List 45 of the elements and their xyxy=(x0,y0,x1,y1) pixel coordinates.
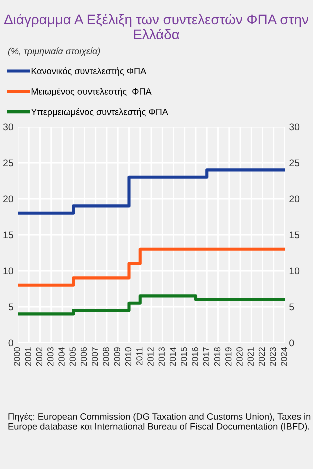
y-tick-label: 30 xyxy=(3,124,14,131)
x-tick-label: 2007 xyxy=(92,348,98,366)
chart-subtitle: (%, τριμηνιαία στοιχεία) xyxy=(8,48,100,56)
y2-tick-label: 5 xyxy=(290,304,294,311)
x-tick-label: 2005 xyxy=(70,348,76,366)
x-tick-label: 2004 xyxy=(58,347,65,366)
y-tick-label: 25 xyxy=(4,160,14,167)
y-tick-label: 20 xyxy=(4,196,14,203)
y-tick-label: 10 xyxy=(4,268,14,275)
y2-tick-label: 15 xyxy=(290,232,300,239)
y2-tick-label: 0 xyxy=(290,340,294,347)
y-tick-label: 0 xyxy=(8,340,14,347)
x-tick-label: 2020 xyxy=(236,348,243,366)
x-tick-label: 2018 xyxy=(214,348,221,366)
x-tick-label: 2006 xyxy=(80,348,88,366)
x-tick-label: 2015 xyxy=(181,348,188,366)
x-tick-label: 2019 xyxy=(226,348,232,366)
x-tick-label: 2011 xyxy=(136,348,143,366)
x-tick-label: 2021 xyxy=(248,348,254,366)
x-tick-label: 2014 xyxy=(170,347,176,366)
x-tick-label: 2017 xyxy=(203,348,210,366)
legend-label: Μειωμένος συντελεστής ΦΠΑ xyxy=(32,88,152,97)
x-tick-label: 2023 xyxy=(270,348,276,366)
x-tick-label: 2012 xyxy=(148,348,154,366)
x-tick-label: 2022 xyxy=(258,348,266,366)
y2-tick-label: 20 xyxy=(290,196,300,203)
y2-tick-label: 30 xyxy=(290,124,300,131)
y-tick-label: 5 xyxy=(8,304,14,311)
chart-title: Διάγραμμα Α Εξέλιξη των συντελεστών ΦΠΑ στην Ελλάδα xyxy=(4,14,308,40)
text: Πηγές: European Commission (DG Taxation and Customs Union), Taxes in Europe database και International Bureau of Fiscal Documentation (IBFD). xyxy=(8,413,311,432)
x-tick-label: 2024 xyxy=(281,347,288,366)
legend-label: Κανονικός συντελεστής ΦΠΑ xyxy=(32,68,147,76)
x-tick-label: 2016 xyxy=(192,348,198,366)
x-tick-label: 2002 xyxy=(36,348,43,366)
y-tick-label: 15 xyxy=(4,232,14,239)
x-tick-label: 2003 xyxy=(48,348,54,366)
x-tick-label: 2001 xyxy=(25,348,32,366)
x-tick-label: 2009 xyxy=(114,348,120,366)
x-tick-label: 2013 xyxy=(158,348,165,366)
legend-label: Υπερμειωμένος συντελεστής ΦΠΑ xyxy=(31,108,168,118)
y2-tick-label: 10 xyxy=(290,268,300,275)
x-tick-label: 2008 xyxy=(103,348,110,366)
x-tick-label: 2000 xyxy=(14,348,20,366)
y2-tick-label: 25 xyxy=(290,160,300,167)
x-tick-label: 2010 xyxy=(125,348,132,366)
